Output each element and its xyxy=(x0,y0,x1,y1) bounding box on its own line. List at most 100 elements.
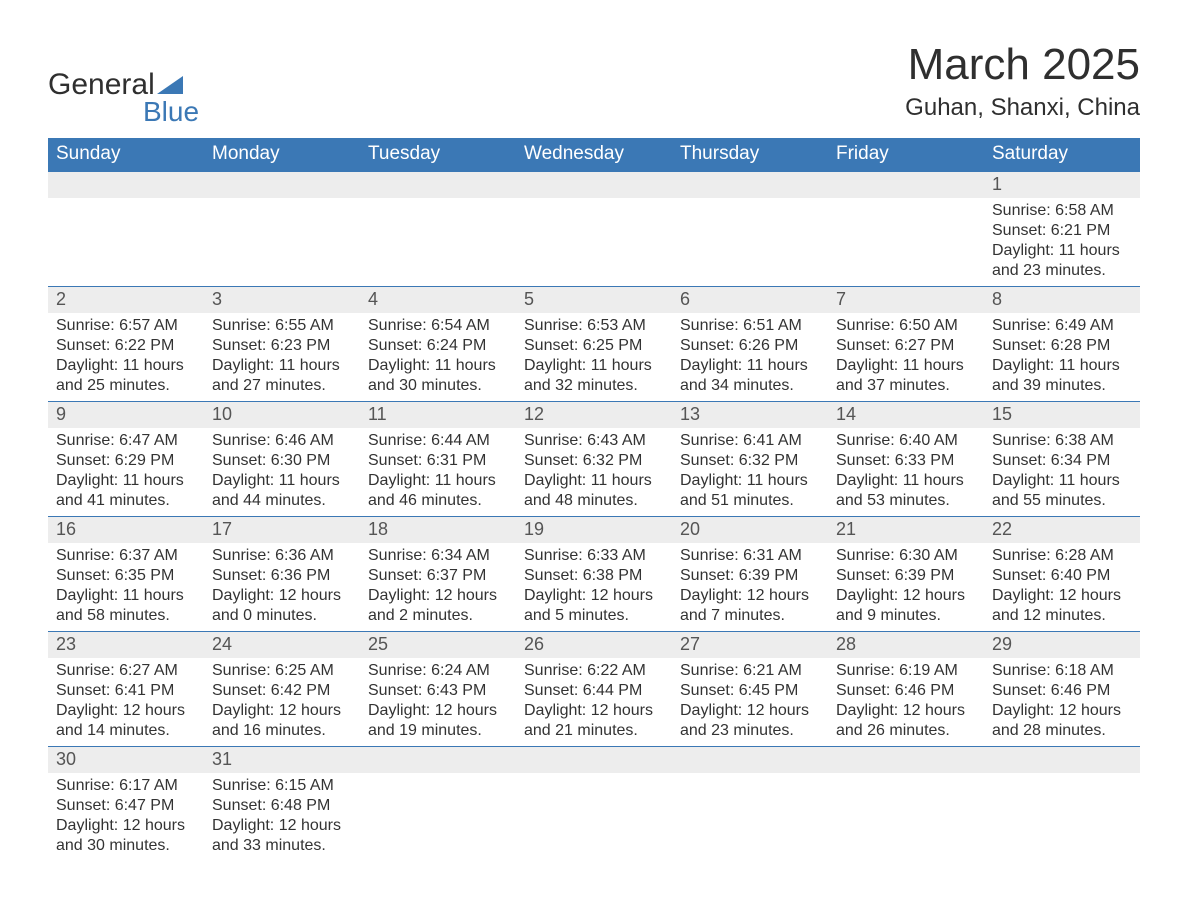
daylight-text: Daylight: 11 hours and 53 minutes. xyxy=(836,471,976,511)
day-details: Sunrise: 6:36 AMSunset: 6:36 PMDaylight:… xyxy=(204,543,360,631)
day-details: Sunrise: 6:28 AMSunset: 6:40 PMDaylight:… xyxy=(984,543,1140,631)
sunset-text: Sunset: 6:28 PM xyxy=(992,336,1132,356)
sunset-text: Sunset: 6:47 PM xyxy=(56,796,196,816)
sunset-text: Sunset: 6:25 PM xyxy=(524,336,664,356)
day-details xyxy=(516,198,672,206)
daylight-text: Daylight: 11 hours and 25 minutes. xyxy=(56,356,196,396)
daylight-text: Daylight: 12 hours and 12 minutes. xyxy=(992,586,1132,626)
day-number: 13 xyxy=(672,402,828,428)
sunrise-text: Sunrise: 6:33 AM xyxy=(524,546,664,566)
sunrise-text: Sunrise: 6:54 AM xyxy=(368,316,508,336)
sunrise-text: Sunrise: 6:36 AM xyxy=(212,546,352,566)
day-details xyxy=(984,773,1140,781)
sunrise-text: Sunrise: 6:17 AM xyxy=(56,776,196,796)
sunset-text: Sunset: 6:26 PM xyxy=(680,336,820,356)
sunset-text: Sunset: 6:40 PM xyxy=(992,566,1132,586)
daylight-text: Daylight: 11 hours and 51 minutes. xyxy=(680,471,820,511)
day-details: Sunrise: 6:21 AMSunset: 6:45 PMDaylight:… xyxy=(672,658,828,746)
day-number xyxy=(828,172,984,198)
daylight-text: Daylight: 11 hours and 30 minutes. xyxy=(368,356,508,396)
calendar-week: 23Sunrise: 6:27 AMSunset: 6:41 PMDayligh… xyxy=(48,632,1140,747)
logo-sail-icon xyxy=(157,68,183,86)
day-details: Sunrise: 6:18 AMSunset: 6:46 PMDaylight:… xyxy=(984,658,1140,746)
day-details: Sunrise: 6:49 AMSunset: 6:28 PMDaylight:… xyxy=(984,313,1140,401)
sunrise-text: Sunrise: 6:28 AM xyxy=(992,546,1132,566)
calendar-day: 11Sunrise: 6:44 AMSunset: 6:31 PMDayligh… xyxy=(360,402,516,517)
daylight-text: Daylight: 11 hours and 48 minutes. xyxy=(524,471,664,511)
day-details xyxy=(672,773,828,781)
day-details: Sunrise: 6:43 AMSunset: 6:32 PMDaylight:… xyxy=(516,428,672,516)
sunrise-text: Sunrise: 6:25 AM xyxy=(212,661,352,681)
daylight-text: Daylight: 12 hours and 23 minutes. xyxy=(680,701,820,741)
daylight-text: Daylight: 12 hours and 26 minutes. xyxy=(836,701,976,741)
logo-word1: General xyxy=(48,68,155,102)
day-details: Sunrise: 6:27 AMSunset: 6:41 PMDaylight:… xyxy=(48,658,204,746)
day-number: 22 xyxy=(984,517,1140,543)
calendar-day-empty xyxy=(516,747,672,862)
day-details: Sunrise: 6:46 AMSunset: 6:30 PMDaylight:… xyxy=(204,428,360,516)
day-details: Sunrise: 6:37 AMSunset: 6:35 PMDaylight:… xyxy=(48,543,204,631)
day-details: Sunrise: 6:50 AMSunset: 6:27 PMDaylight:… xyxy=(828,313,984,401)
day-details xyxy=(48,198,204,206)
day-number xyxy=(48,172,204,198)
sunset-text: Sunset: 6:23 PM xyxy=(212,336,352,356)
day-details: Sunrise: 6:33 AMSunset: 6:38 PMDaylight:… xyxy=(516,543,672,631)
day-number: 4 xyxy=(360,287,516,313)
day-number: 25 xyxy=(360,632,516,658)
sunrise-text: Sunrise: 6:19 AM xyxy=(836,661,976,681)
month-title: March 2025 xyxy=(905,40,1140,90)
daylight-text: Daylight: 12 hours and 33 minutes. xyxy=(212,816,352,856)
day-details: Sunrise: 6:40 AMSunset: 6:33 PMDaylight:… xyxy=(828,428,984,516)
daylight-text: Daylight: 11 hours and 55 minutes. xyxy=(992,471,1132,511)
sunrise-text: Sunrise: 6:50 AM xyxy=(836,316,976,336)
sunrise-text: Sunrise: 6:21 AM xyxy=(680,661,820,681)
day-number: 28 xyxy=(828,632,984,658)
sunset-text: Sunset: 6:32 PM xyxy=(680,451,820,471)
day-number xyxy=(672,747,828,773)
sunset-text: Sunset: 6:48 PM xyxy=(212,796,352,816)
calendar-day: 31Sunrise: 6:15 AMSunset: 6:48 PMDayligh… xyxy=(204,747,360,862)
daylight-text: Daylight: 12 hours and 7 minutes. xyxy=(680,586,820,626)
calendar-day: 12Sunrise: 6:43 AMSunset: 6:32 PMDayligh… xyxy=(516,402,672,517)
day-details: Sunrise: 6:34 AMSunset: 6:37 PMDaylight:… xyxy=(360,543,516,631)
daylight-text: Daylight: 11 hours and 46 minutes. xyxy=(368,471,508,511)
calendar-day: 13Sunrise: 6:41 AMSunset: 6:32 PMDayligh… xyxy=(672,402,828,517)
day-number: 21 xyxy=(828,517,984,543)
calendar-day: 17Sunrise: 6:36 AMSunset: 6:36 PMDayligh… xyxy=(204,517,360,632)
day-number xyxy=(828,747,984,773)
calendar-day: 7Sunrise: 6:50 AMSunset: 6:27 PMDaylight… xyxy=(828,287,984,402)
calendar-day: 21Sunrise: 6:30 AMSunset: 6:39 PMDayligh… xyxy=(828,517,984,632)
calendar-day-empty xyxy=(672,747,828,862)
day-details xyxy=(360,773,516,781)
day-details: Sunrise: 6:25 AMSunset: 6:42 PMDaylight:… xyxy=(204,658,360,746)
sunrise-text: Sunrise: 6:44 AM xyxy=(368,431,508,451)
sunset-text: Sunset: 6:29 PM xyxy=(56,451,196,471)
calendar-day: 22Sunrise: 6:28 AMSunset: 6:40 PMDayligh… xyxy=(984,517,1140,632)
sunset-text: Sunset: 6:46 PM xyxy=(992,681,1132,701)
day-details: Sunrise: 6:15 AMSunset: 6:48 PMDaylight:… xyxy=(204,773,360,861)
day-number: 18 xyxy=(360,517,516,543)
day-details: Sunrise: 6:30 AMSunset: 6:39 PMDaylight:… xyxy=(828,543,984,631)
sunset-text: Sunset: 6:44 PM xyxy=(524,681,664,701)
sunrise-text: Sunrise: 6:34 AM xyxy=(368,546,508,566)
calendar-day: 25Sunrise: 6:24 AMSunset: 6:43 PMDayligh… xyxy=(360,632,516,747)
sunset-text: Sunset: 6:38 PM xyxy=(524,566,664,586)
day-number xyxy=(360,747,516,773)
sunrise-text: Sunrise: 6:18 AM xyxy=(992,661,1132,681)
day-number: 16 xyxy=(48,517,204,543)
calendar-day-empty xyxy=(360,172,516,287)
daylight-text: Daylight: 11 hours and 58 minutes. xyxy=(56,586,196,626)
sunrise-text: Sunrise: 6:51 AM xyxy=(680,316,820,336)
daylight-text: Daylight: 12 hours and 16 minutes. xyxy=(212,701,352,741)
sunrise-text: Sunrise: 6:40 AM xyxy=(836,431,976,451)
daylight-text: Daylight: 11 hours and 34 minutes. xyxy=(680,356,820,396)
day-number xyxy=(672,172,828,198)
sunset-text: Sunset: 6:21 PM xyxy=(992,221,1132,241)
sunset-text: Sunset: 6:33 PM xyxy=(836,451,976,471)
day-details xyxy=(516,773,672,781)
calendar-day: 10Sunrise: 6:46 AMSunset: 6:30 PMDayligh… xyxy=(204,402,360,517)
calendar-day: 24Sunrise: 6:25 AMSunset: 6:42 PMDayligh… xyxy=(204,632,360,747)
daylight-text: Daylight: 11 hours and 37 minutes. xyxy=(836,356,976,396)
day-details: Sunrise: 6:57 AMSunset: 6:22 PMDaylight:… xyxy=(48,313,204,401)
logo-word2: Blue xyxy=(143,96,199,128)
